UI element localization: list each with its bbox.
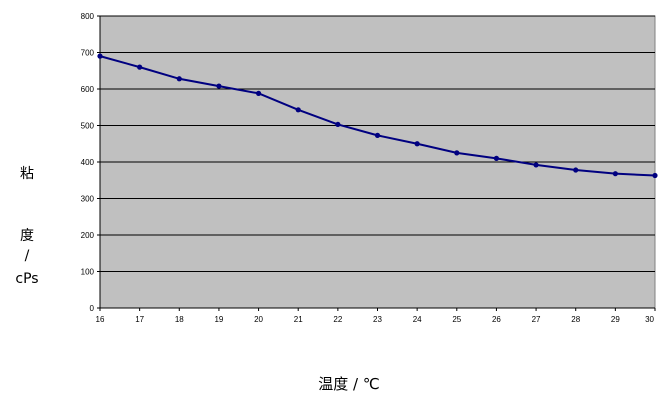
axes [97, 15, 656, 311]
x-tick-label-29: 29 [611, 315, 620, 324]
y-tick-label-500: 500 [81, 122, 95, 131]
y-tick-label-100: 100 [81, 268, 95, 277]
y-tick-label-700: 700 [81, 49, 95, 58]
data-point-21 [295, 107, 301, 113]
data-point-16 [97, 53, 103, 59]
x-axis-title: 温度 / ℃ [318, 375, 379, 393]
y-axis-title-line-3: / [25, 248, 30, 264]
y-tick-label-300: 300 [81, 195, 95, 204]
data-point-19 [216, 83, 222, 89]
x-tick-label-26: 26 [492, 315, 501, 324]
x-tick-label-16: 16 [96, 315, 105, 324]
data-point-25 [454, 150, 460, 156]
data-point-26 [493, 155, 500, 161]
data-point-27 [533, 162, 539, 168]
data-point-28 [573, 167, 579, 173]
data-point-23 [374, 132, 381, 138]
x-tick-label-22: 22 [333, 315, 342, 324]
y-axis-title-line-4: cPs [15, 271, 38, 287]
data-point-18 [176, 76, 182, 82]
y-tick-labels: 0 100 200 300 400 500 600 700 800 [81, 12, 95, 313]
x-tick-label-30: 30 [645, 315, 654, 324]
x-tick-label-17: 17 [135, 315, 144, 324]
x-tick-label-27: 27 [532, 315, 541, 324]
data-point-17 [137, 64, 143, 70]
y-tick-label-600: 600 [81, 85, 95, 94]
data-point-29 [612, 171, 618, 177]
x-tick-label-24: 24 [413, 315, 422, 324]
y-tick-label-800: 800 [81, 12, 95, 21]
y-tick-label-400: 400 [81, 158, 95, 167]
data-point-24 [414, 141, 420, 147]
data-point-30 [652, 172, 658, 179]
x-tick-label-28: 28 [571, 315, 580, 324]
y-tick-label-200: 200 [81, 231, 95, 240]
x-tick-label-23: 23 [373, 315, 382, 324]
data-point-20 [255, 90, 262, 96]
x-tick-labels: 16 17 18 19 20 21 22 23 24 25 26 27 28 29 30 [96, 315, 655, 324]
x-tick-label-18: 18 [175, 315, 184, 324]
series-group [97, 53, 658, 179]
x-tick-label-25: 25 [452, 315, 461, 324]
x-tick-label-20: 20 [254, 315, 263, 324]
y-axis-title-line-1: 粘 [20, 166, 34, 182]
x-tick-label-19: 19 [214, 315, 223, 324]
y-axis-title: 粘 度 / cPs [15, 166, 38, 287]
x-tick-label-21: 21 [294, 315, 303, 324]
y-axis-title-line-2: 度 [20, 228, 34, 244]
data-point-22 [335, 121, 341, 128]
grid-lines [100, 15, 655, 272]
y-tick-label-0: 0 [90, 304, 95, 313]
